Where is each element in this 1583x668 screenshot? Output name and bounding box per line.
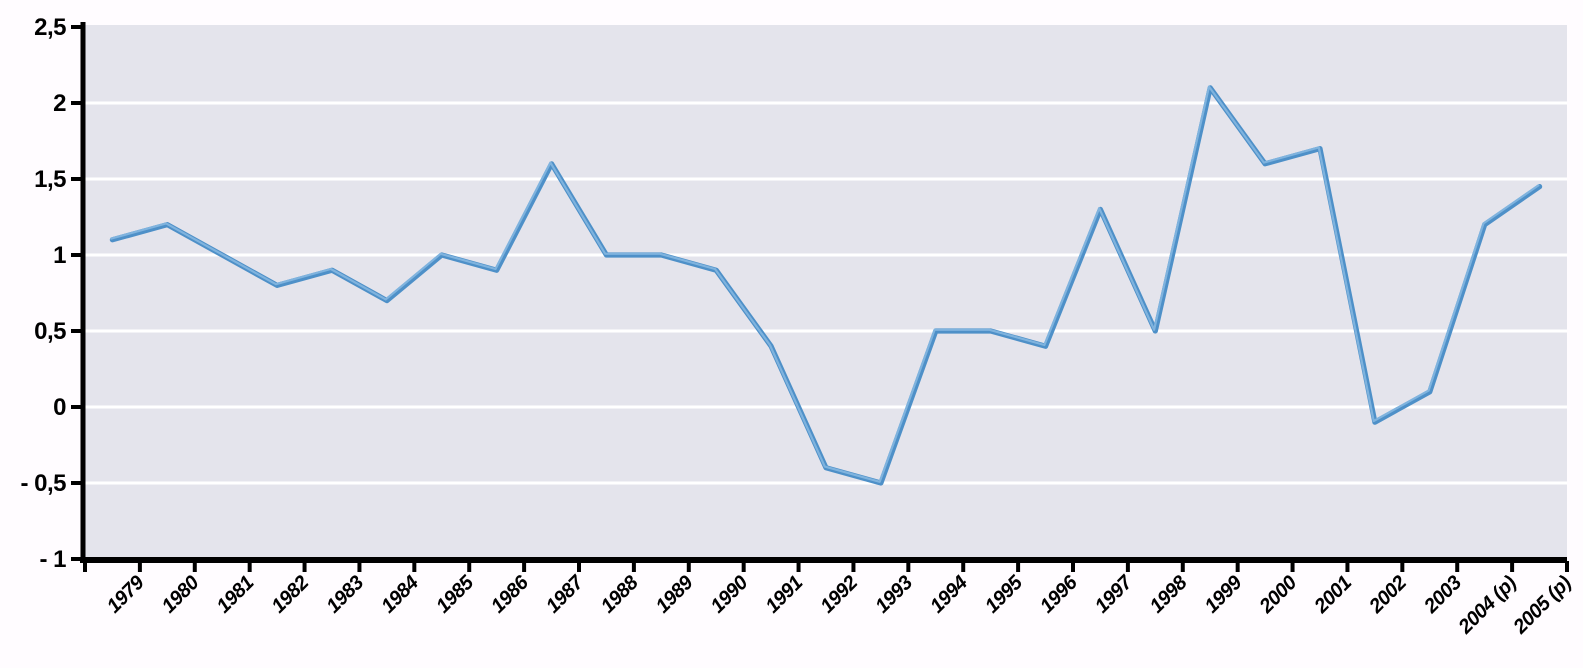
x-axis-label: 1980: [158, 572, 204, 618]
x-axis-label: 1991: [761, 572, 807, 618]
x-axis-label: 1994: [926, 572, 972, 618]
x-axis-label: 1996: [1036, 571, 1083, 618]
x-axis-label: 2005 (p): [1509, 571, 1576, 638]
line-series-highlight: [110, 85, 1540, 483]
x-axis-label: 1999: [1201, 571, 1248, 618]
y-axis-label: 1,5: [34, 166, 66, 193]
x-axis-label: 2004 (p): [1454, 571, 1521, 638]
plot-area: [85, 25, 1567, 560]
y-axis-label: - 1: [39, 546, 66, 573]
x-axis-label: 1985: [432, 571, 479, 618]
x-axis-label: 2002: [1365, 572, 1412, 619]
y-axis-label: 0: [53, 394, 66, 421]
x-axis-label: 1979: [103, 571, 150, 618]
x-axis-label: 1993: [871, 572, 917, 618]
x-axis-label: 1992: [816, 572, 862, 618]
x-axis-label: 1983: [322, 572, 368, 618]
x-axis-label: 1988: [597, 571, 644, 618]
x-axis-label: 1990: [707, 572, 753, 618]
x-axis-label: 1982: [267, 572, 313, 618]
x-axis-label: 1984: [377, 572, 423, 618]
x-axis-label: 1987: [542, 571, 589, 618]
x-axis-label: 1989: [652, 571, 699, 618]
x-axis-label: 2000: [1255, 572, 1302, 619]
y-axis-label: - 0,5: [20, 470, 66, 497]
y-axis-label: 0,5: [34, 318, 66, 345]
y-axis-label: 2: [53, 90, 66, 117]
y-axis-label: 1: [53, 242, 66, 269]
x-axis-label: 2001: [1310, 572, 1357, 619]
x-axis-label: 1998: [1146, 571, 1193, 618]
x-axis-label: 1995: [981, 571, 1028, 618]
x-axis-label: 1997: [1091, 571, 1138, 618]
x-axis-label: 1986: [487, 571, 534, 618]
x-axis-label: 1981: [213, 572, 259, 618]
x-axis-label: 2003: [1419, 572, 1466, 619]
y-axis-label: 2,5: [34, 14, 66, 41]
